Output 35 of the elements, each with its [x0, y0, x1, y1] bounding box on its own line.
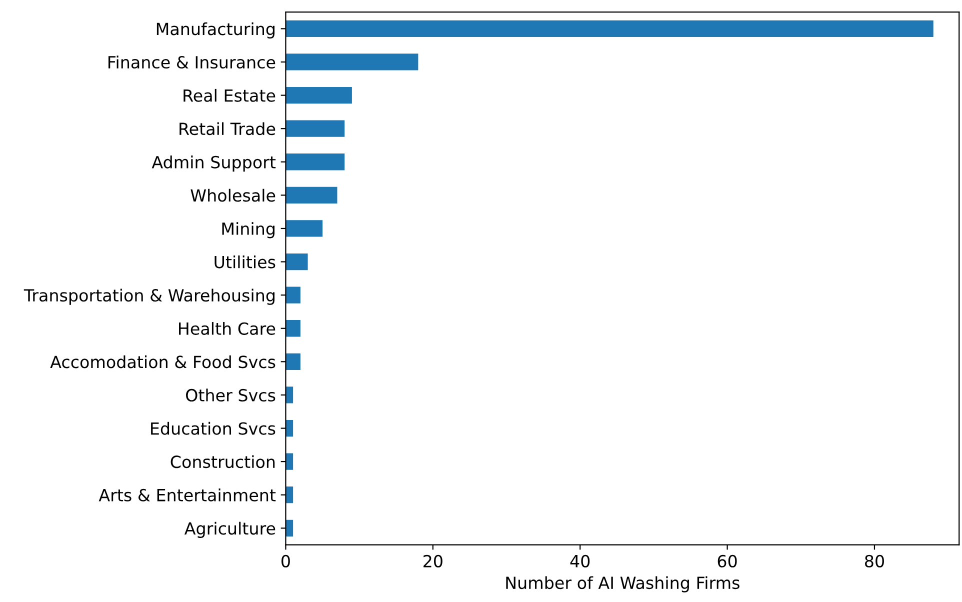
- y-tick-label: Agriculture: [184, 522, 276, 538]
- bar: [286, 54, 418, 70]
- x-tick-label: 20: [424, 554, 442, 568]
- bar: [286, 320, 300, 337]
- y-tick-label: Wholesale: [190, 188, 276, 202]
- y-tick-label: Utilities: [214, 255, 276, 268]
- bar: [286, 120, 345, 137]
- y-tick-label: Arts & Entertainment: [98, 488, 276, 502]
- bar: [286, 353, 300, 370]
- y-tick-label: Manufacturing: [156, 22, 274, 38]
- bar: [286, 453, 294, 470]
- bar: [286, 20, 934, 38]
- x-tick-label: 60: [718, 554, 737, 568]
- x-axis-title: Number of AI Washing Firms: [506, 576, 740, 592]
- bar: [286, 386, 294, 404]
- y-tick-label: Mining: [222, 222, 274, 238]
- bar: [286, 220, 323, 237]
- x-tick-label: 40: [570, 554, 590, 568]
- y-tick-label: Real Estate: [184, 88, 276, 102]
- bar: [286, 86, 352, 104]
- x-tick-label: 80: [865, 554, 884, 568]
- x-tick-label: 0: [282, 554, 290, 568]
- bar: [286, 154, 345, 170]
- y-tick-label: Education Svcs: [151, 422, 276, 435]
- y-tick-label: Retail Trade: [180, 122, 276, 136]
- y-tick-label: Admin Support: [152, 156, 276, 172]
- y-tick-label: Accomodation & Food Svcs: [50, 355, 276, 368]
- bar: [286, 286, 300, 304]
- bar: [286, 253, 308, 270]
- y-tick-label: Other Svcs: [186, 388, 276, 402]
- y-tick-label: Finance & Insurance: [108, 56, 276, 69]
- y-tick-label: Construction: [170, 455, 275, 468]
- y-tick-label: Transportation & Warehousing: [24, 288, 274, 305]
- bar: [286, 186, 338, 204]
- y-tick-label: Health Care: [179, 322, 276, 335]
